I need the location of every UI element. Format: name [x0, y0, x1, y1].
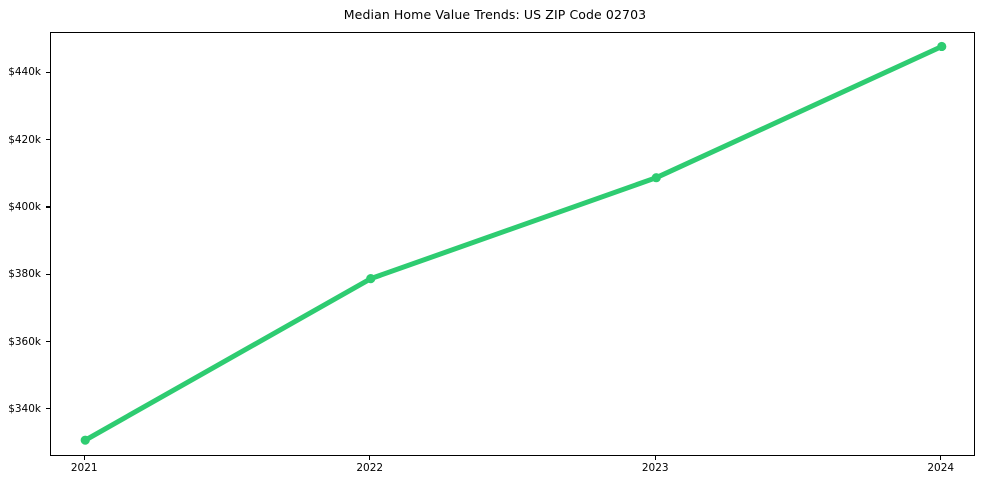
- y-axis-tick-label: $400k: [8, 200, 41, 213]
- y-axis-tick-label: $380k: [8, 268, 41, 281]
- plot-area: [50, 32, 975, 456]
- y-axis-tick-label: $420k: [8, 133, 41, 146]
- series-line-median-home-value: [82, 43, 945, 443]
- chart-title: Median Home Value Trends: US ZIP Code 02…: [343, 7, 647, 22]
- line-series-layer: [80, 41, 947, 445]
- data-point-marker: [651, 173, 661, 183]
- data-point-marker: [937, 41, 947, 52]
- y-axis-tick-label: $360k: [8, 335, 41, 348]
- y-axis-tick-label: $440k: [8, 66, 41, 79]
- x-axis-tick-label: 2022: [356, 462, 384, 474]
- x-axis-tick-label: 2024: [927, 462, 955, 474]
- y-axis-tick-label: $340k: [8, 402, 41, 415]
- data-point-marker: [80, 435, 90, 445]
- x-axis-tick-label: 2021: [70, 462, 98, 474]
- series-markers: [80, 41, 947, 445]
- data-point-marker: [366, 274, 376, 284]
- x-axis-tick-label: 2023: [641, 462, 669, 474]
